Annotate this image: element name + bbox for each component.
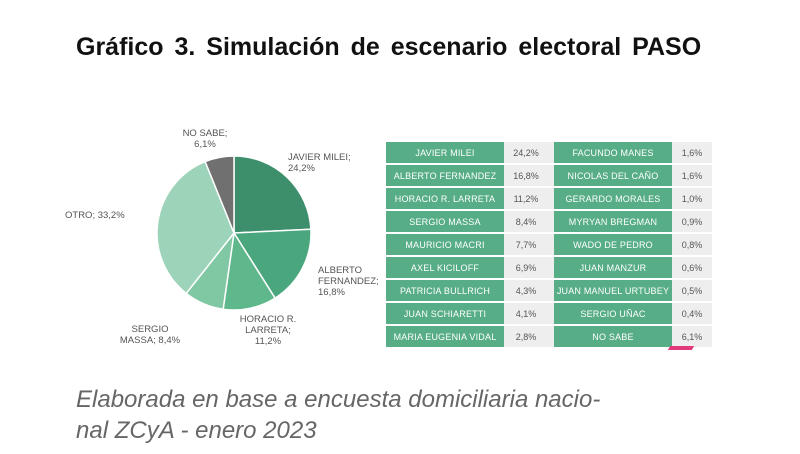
candidate-percent: 1,0% <box>672 188 712 209</box>
candidate-percent: 6,9% <box>504 257 548 278</box>
candidate-percent: 0,8% <box>672 234 712 255</box>
candidate-name: MAURICIO MACRI <box>386 234 504 255</box>
candidate-name: AXEL KICILOFF <box>386 257 504 278</box>
source-note-line-1: Elaborada en base a encuesta domiciliari… <box>76 386 601 413</box>
pie-slice <box>233 155 312 234</box>
candidate-name: PATRICIA BULLRICH <box>386 280 504 301</box>
table-row: AXEL KICILOFF 6,9% JUAN MANZUR 0,6% <box>386 257 712 278</box>
candidate-percent: 7,7% <box>504 234 548 255</box>
candidate-percent: 0,9% <box>672 211 712 232</box>
candidates-table: JAVIER MILEI 24,2% FACUNDO MANES 1,6% ALBERT… <box>386 140 712 349</box>
candidate-percent: 16,8% <box>504 165 548 186</box>
column-gap <box>548 188 554 209</box>
candidate-name: ALBERTO FERNANDEZ <box>386 165 504 186</box>
source-note-line-2: nal ZCyA - enero 2023 <box>76 417 317 444</box>
candidate-name: NICOLAS DEL CAÑO <box>554 165 672 186</box>
table-row: PATRICIA BULLRICH 4,3% JUAN MANUEL URTUBEY… <box>386 280 712 301</box>
source-note: Elaborada en base a encuesta domiciliari… <box>76 384 726 446</box>
pie-slice-label: SERGIO MASSA; 8,4% <box>120 324 181 346</box>
candidate-percent: 4,3% <box>504 280 548 301</box>
candidate-name: MYRYAN BREGMAN <box>554 211 672 232</box>
table-row: HORACIO R. LARRETA 11,2% GERARDO MORALES 1,… <box>386 188 712 209</box>
column-gap <box>548 211 554 232</box>
column-gap <box>548 303 554 324</box>
candidate-percent: 4,1% <box>504 303 548 324</box>
candidate-name: JUAN MANUEL URTUBEY <box>554 280 672 301</box>
column-gap <box>548 234 554 255</box>
column-gap <box>548 280 554 301</box>
table-row: JUAN SCHIARETTI 4,1% SERGIO UÑAC 0,4% <box>386 303 712 324</box>
candidate-percent: 0,6% <box>672 257 712 278</box>
candidate-name: HORACIO R. LARRETA <box>386 188 504 209</box>
candidate-name: NO SABE <box>554 326 672 347</box>
candidate-percent: 24,2% <box>504 142 548 163</box>
column-gap <box>548 165 554 186</box>
table-row: SERGIO MASSA 8,4% MYRYAN BREGMAN 0,9% <box>386 211 712 232</box>
candidate-percent: 6,1% <box>672 326 712 347</box>
candidate-percent: 8,4% <box>504 211 548 232</box>
chart-title: Gráfico 3. Simulación de escenario elect… <box>76 33 702 61</box>
pie-slice <box>156 160 235 295</box>
candidate-percent: 1,6% <box>672 142 712 163</box>
candidate-percent: 0,5% <box>672 280 712 301</box>
candidate-name: GERARDO MORALES <box>554 188 672 209</box>
candidate-percent: 11,2% <box>504 188 548 209</box>
candidate-percent: 0,4% <box>672 303 712 324</box>
candidate-name: SERGIO MASSA <box>386 211 504 232</box>
pie-chart: JAVIER MILEI; 24,2% ALBERTO FERNANDEZ; 16,8%… <box>65 128 379 347</box>
candidate-percent: 1,6% <box>672 165 712 186</box>
pie-slice-label: OTRO; 33,2% <box>65 210 125 221</box>
candidate-name: WADO DE PEDRO <box>554 234 672 255</box>
candidate-name: SERGIO UÑAC <box>554 303 672 324</box>
pie-slice-label: ALBERTO FERNANDEZ; 16,8% <box>318 265 379 298</box>
pink-accent-mark <box>667 346 695 350</box>
pie-slice-label: NO SABE; 6,1% <box>183 128 228 150</box>
pie-slice <box>204 155 235 234</box>
table-row: MARIA EUGENIA VIDAL 2,8% NO SABE 6,1% <box>386 326 712 347</box>
candidate-name: JAVIER MILEI <box>386 142 504 163</box>
candidate-name: JUAN SCHIARETTI <box>386 303 504 324</box>
candidate-name: FACUNDO MANES <box>554 142 672 163</box>
table-row: MAURICIO MACRI 7,7% WADO DE PEDRO 0,8% <box>386 234 712 255</box>
table-row: JAVIER MILEI 24,2% FACUNDO MANES 1,6% <box>386 142 712 163</box>
column-gap <box>548 142 554 163</box>
column-gap <box>548 257 554 278</box>
pie-slice-label: JAVIER MILEI; 24,2% <box>288 152 351 174</box>
pie-slice <box>232 228 312 300</box>
candidate-name: JUAN MANZUR <box>554 257 672 278</box>
candidate-percent: 2,8% <box>504 326 548 347</box>
pie-slice-label: HORACIO R. LARRETA; 11,2% <box>240 314 296 347</box>
column-gap <box>548 326 554 347</box>
candidate-name: MARIA EUGENIA VIDAL <box>386 326 504 347</box>
table-row: ALBERTO FERNANDEZ 16,8% NICOLAS DEL CAÑO 1,… <box>386 165 712 186</box>
